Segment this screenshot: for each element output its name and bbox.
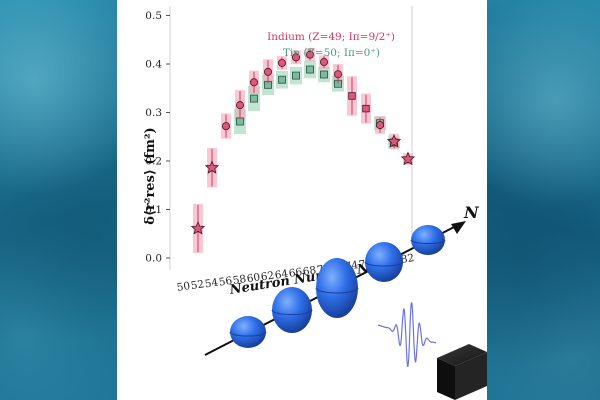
legend: Indium (Z=49; Iπ=9/2⁺) Tin (Z=50; Iπ=0⁺) bbox=[267, 31, 395, 59]
x-tick-label: 50 bbox=[176, 280, 191, 294]
data-points bbox=[190, 48, 416, 253]
y-axis: 0.0 0.1 0.2 0.3 0.4 0.5 bbox=[145, 10, 170, 265]
indium-data-point bbox=[333, 70, 342, 79]
indium-data-point bbox=[235, 101, 244, 110]
x-tick-label: 60 bbox=[246, 271, 261, 285]
x-tick-label: 64 bbox=[274, 268, 289, 282]
tin-data-point bbox=[292, 71, 300, 80]
indium-data-point bbox=[319, 58, 328, 67]
nucleus-2 bbox=[271, 287, 313, 333]
background-texture-left bbox=[0, 0, 117, 400]
x-tick-label: 62 bbox=[260, 270, 275, 284]
error-bands bbox=[193, 47, 413, 254]
indium-data-point bbox=[386, 134, 402, 148]
x-tick-label: 58 bbox=[232, 273, 247, 287]
x-tick-label: 52 bbox=[190, 278, 205, 292]
indium-data-point bbox=[305, 50, 314, 59]
y-tick-label: 0.1 bbox=[145, 204, 162, 216]
y-tick-label: 0.2 bbox=[145, 156, 162, 168]
y-tick-label: 0.0 bbox=[145, 253, 162, 265]
indium-data-point bbox=[362, 104, 370, 113]
x-tick-label: 68 bbox=[302, 264, 317, 278]
legend-indium: Indium (Z=49; Iπ=9/2⁺) bbox=[267, 31, 395, 43]
tin-data-point bbox=[306, 65, 314, 74]
nucleus-illustration: N bbox=[204, 203, 487, 400]
nucleus-5 bbox=[410, 225, 446, 255]
x-tick-label: 56 bbox=[218, 275, 233, 289]
background-texture-right bbox=[487, 0, 600, 400]
detector-box bbox=[437, 344, 487, 400]
indium-data-point bbox=[221, 122, 230, 131]
nucleus-1 bbox=[229, 316, 267, 348]
indium-data-point bbox=[348, 92, 356, 100]
indium-data-point bbox=[375, 121, 384, 130]
indium-data-point bbox=[400, 151, 416, 166]
indium-data-point bbox=[277, 58, 286, 67]
y-tick-label: 0.5 bbox=[145, 10, 162, 22]
tin-data-point bbox=[278, 75, 286, 84]
tin-data-point bbox=[250, 94, 258, 103]
legend-tin: Tin (Z=50; Iπ=0⁺) bbox=[283, 47, 380, 59]
y-tick-label: 0.3 bbox=[145, 107, 162, 119]
nucleus-4 bbox=[364, 242, 404, 282]
y-axis-label: δ⟨r²res⟩ (fm²) bbox=[143, 127, 158, 224]
nucleus-3 bbox=[315, 258, 359, 318]
x-tick-label: 66 bbox=[288, 266, 303, 280]
y-tick-label: 0.4 bbox=[145, 59, 162, 71]
x-tick-label: 82 bbox=[400, 252, 415, 266]
neutron-axis-label: N bbox=[463, 203, 480, 222]
tin-data-point bbox=[320, 70, 328, 79]
laser-pulse-wave bbox=[377, 302, 437, 367]
indium-data-point bbox=[291, 53, 300, 62]
indium-data-point bbox=[190, 220, 206, 235]
indium-data-point bbox=[263, 67, 272, 76]
plot-frame bbox=[169, 6, 413, 270]
x-tick-label: 54 bbox=[204, 277, 219, 291]
indium-data-point bbox=[204, 160, 220, 174]
neutron-axis-arrowhead bbox=[451, 221, 466, 234]
indium-data-point bbox=[249, 78, 258, 87]
